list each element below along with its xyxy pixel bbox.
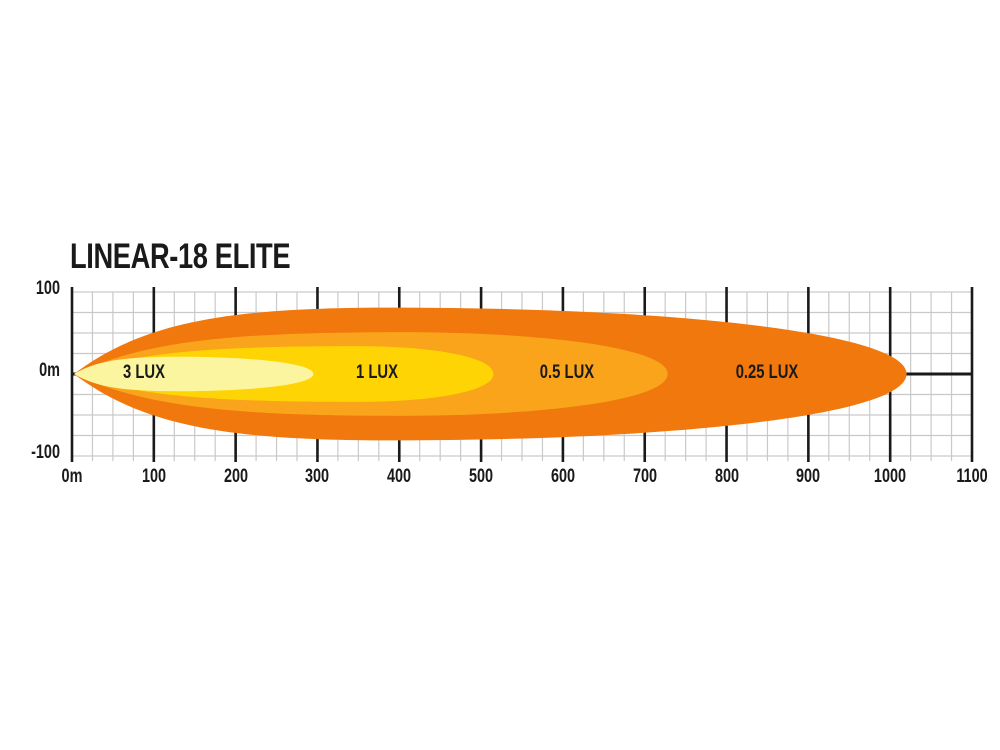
zone-label: 1 LUX: [356, 362, 399, 383]
x-tick-label: 1100: [956, 466, 988, 487]
x-tick-label: 500: [469, 466, 494, 487]
x-tick-label: 900: [796, 466, 821, 487]
y-tick-label: 0m: [39, 360, 60, 381]
x-tick-label: 400: [387, 466, 412, 487]
x-tick-label: 200: [223, 466, 248, 487]
x-tick-label: 100: [141, 466, 166, 487]
y-tick-label: -100: [31, 442, 60, 463]
x-tick-label: 300: [305, 466, 330, 487]
y-tick-label: 100: [35, 278, 60, 299]
chart-title: LINEAR-18 ELITE: [70, 237, 291, 276]
x-tick-label: 600: [550, 466, 575, 487]
x-tick-label: 800: [714, 466, 739, 487]
zone-label: 0.25 LUX: [736, 362, 799, 383]
x-tick-label: 1000: [874, 466, 907, 487]
x-tick-label: 700: [632, 466, 657, 487]
x-tick-label: 0m: [61, 466, 83, 487]
beam-zone-3-lux: [74, 356, 314, 392]
zone-label: 0.5 LUX: [539, 362, 595, 383]
zone-label: 3 LUX: [122, 362, 165, 383]
